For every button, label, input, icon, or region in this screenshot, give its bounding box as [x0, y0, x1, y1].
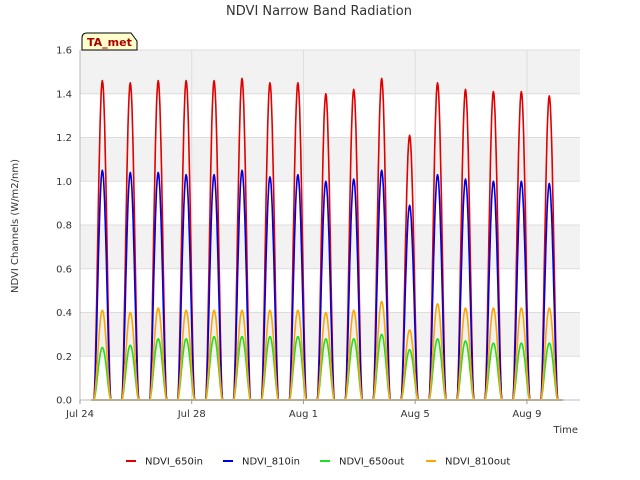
series-peak	[428, 173, 447, 401]
series-peak	[456, 178, 475, 401]
series-peak	[456, 307, 475, 401]
series-peak	[512, 180, 531, 401]
series-peak	[149, 171, 168, 401]
series-peak	[204, 309, 224, 401]
series-peak	[232, 169, 252, 401]
x-tick-label: Aug 1	[289, 409, 318, 420]
y-tick-label: 0.0	[56, 396, 72, 407]
series-peak	[288, 173, 308, 401]
series-peak	[93, 309, 112, 401]
legend-label: NDVI_810out	[445, 457, 510, 468]
legend-item-ndvi-650in: NDVI_650in	[126, 457, 203, 468]
series-peak	[316, 180, 335, 401]
x-tick-label: Jul 28	[177, 409, 206, 420]
legend-item-ndvi-810in: NDVI_810in	[223, 457, 300, 468]
y-tick-label: 0.6	[56, 264, 72, 275]
series-peak	[93, 169, 112, 401]
series-peak	[260, 309, 280, 401]
series-peak	[121, 311, 140, 401]
badge-box	[81, 32, 138, 51]
series-peak	[232, 309, 252, 401]
series-peak	[121, 171, 140, 401]
y-tick-label: 0.8	[56, 221, 72, 232]
legend-label: NDVI_810in	[242, 457, 300, 468]
legend-label: NDVI_650in	[145, 457, 203, 468]
y-tick-label: 1.0	[56, 177, 72, 188]
series-peak	[344, 178, 363, 401]
series-peak	[204, 173, 224, 401]
series-peak	[400, 329, 419, 401]
x-tick-label: Aug 5	[401, 409, 430, 420]
series-peak	[260, 176, 280, 401]
series-peak	[204, 79, 224, 401]
chart-title: NDVI Narrow Band Radiation	[226, 4, 412, 19]
series-peak	[316, 311, 335, 401]
y-tick-label: 1.2	[56, 133, 72, 144]
x-tick-label: Jul 24	[65, 409, 94, 420]
series-peak	[484, 307, 503, 401]
series-peak	[344, 309, 363, 401]
legend: NDVI_650in NDVI_810in NDVI_650out NDVI_810o…	[126, 457, 510, 468]
x-axis-label: Time	[553, 425, 578, 436]
y-tick-label: 0.2	[56, 352, 72, 363]
ta-met-badge: TA_met	[81, 32, 138, 51]
y-tick-label: 1.4	[56, 89, 72, 100]
y-tick-label: 1.6	[56, 46, 72, 57]
axes	[79, 50, 580, 401]
series-peak	[149, 307, 168, 401]
legend-label: NDVI_650out	[339, 457, 404, 468]
series-peak	[540, 182, 559, 401]
y-tick-label: 0.4	[56, 308, 72, 319]
series-peak	[484, 180, 503, 401]
series-peak	[428, 303, 447, 401]
x-axis-ticks: Jul 24 Jul 28 Aug 1 Aug 5 Aug 9	[65, 400, 541, 420]
badge-label: TA_met	[87, 36, 132, 49]
series-peak	[540, 307, 559, 401]
series-peak	[177, 173, 196, 401]
series-peak	[288, 309, 308, 401]
series-peak	[400, 204, 419, 401]
y-axis-label: NDVI Channels (W/m2/nm)	[10, 159, 21, 293]
x-tick-label: Aug 9	[512, 409, 541, 420]
series-peak	[372, 300, 391, 401]
plot-band	[80, 50, 580, 94]
y-axis-ticks: 0.0 0.2 0.4 0.6 0.8 1.0 1.2 1.4 1.6	[56, 46, 72, 407]
series-peak	[177, 309, 196, 401]
legend-item-ndvi-810out: NDVI_810out	[426, 457, 510, 468]
series-peak	[512, 307, 531, 401]
legend-item-ndvi-650out: NDVI_650out	[320, 457, 404, 468]
series-peak	[93, 346, 112, 401]
series-peak	[372, 169, 391, 401]
